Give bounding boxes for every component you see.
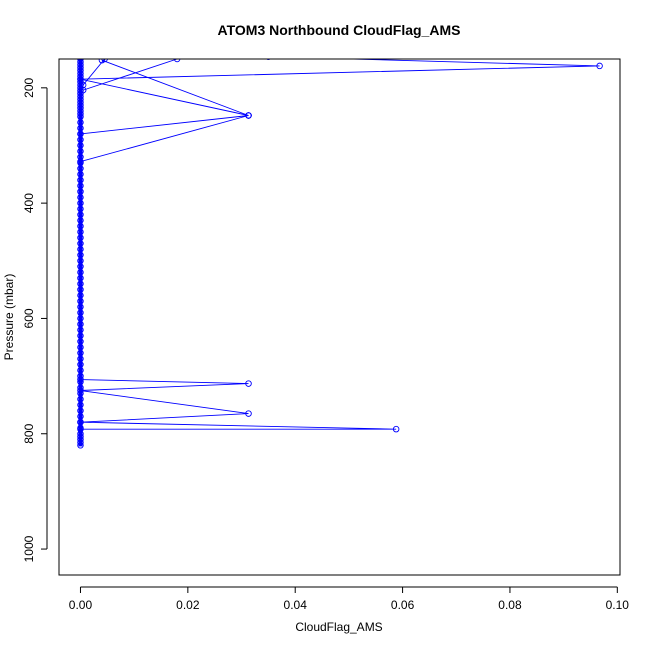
- y-axis: 200 400 600 800 1000: [22, 77, 48, 562]
- plot-frame: [58, 58, 621, 576]
- series-line: [80, 59, 600, 430]
- data-point: [596, 62, 603, 70]
- y-tick-label: 200: [22, 77, 36, 97]
- x-tick-label: 0.02: [176, 598, 200, 612]
- x-tick-label: 0.10: [606, 598, 630, 612]
- y-tick-label: 1000: [22, 535, 36, 562]
- x-tick-label: 0.08: [498, 598, 522, 612]
- y-tick-label: 800: [22, 423, 36, 443]
- y-axis-label: Pressure (mbar): [2, 274, 16, 361]
- x-axis: 0.00 0.02 0.04 0.06 0.08 0.10: [69, 586, 630, 612]
- data-point: [98, 59, 106, 64]
- series-line: [82, 59, 105, 86]
- x-tick-label: 0.04: [284, 598, 308, 612]
- data-point: [392, 425, 400, 433]
- y-tick-label: 600: [22, 308, 36, 328]
- x-tick-label: 0.06: [391, 598, 415, 612]
- chart-title: ATOM3 Northbound CloudFlag_AMS: [218, 22, 461, 38]
- x-axis-label: CloudFlag_AMS: [295, 620, 382, 634]
- y-tick-label: 400: [22, 193, 36, 213]
- series-line: [101, 59, 249, 116]
- data-point: [245, 410, 252, 417]
- series-line: [83, 59, 178, 91]
- data-point: [245, 380, 252, 387]
- data-point: [245, 112, 252, 119]
- x-tick-label: 0.00: [69, 598, 93, 612]
